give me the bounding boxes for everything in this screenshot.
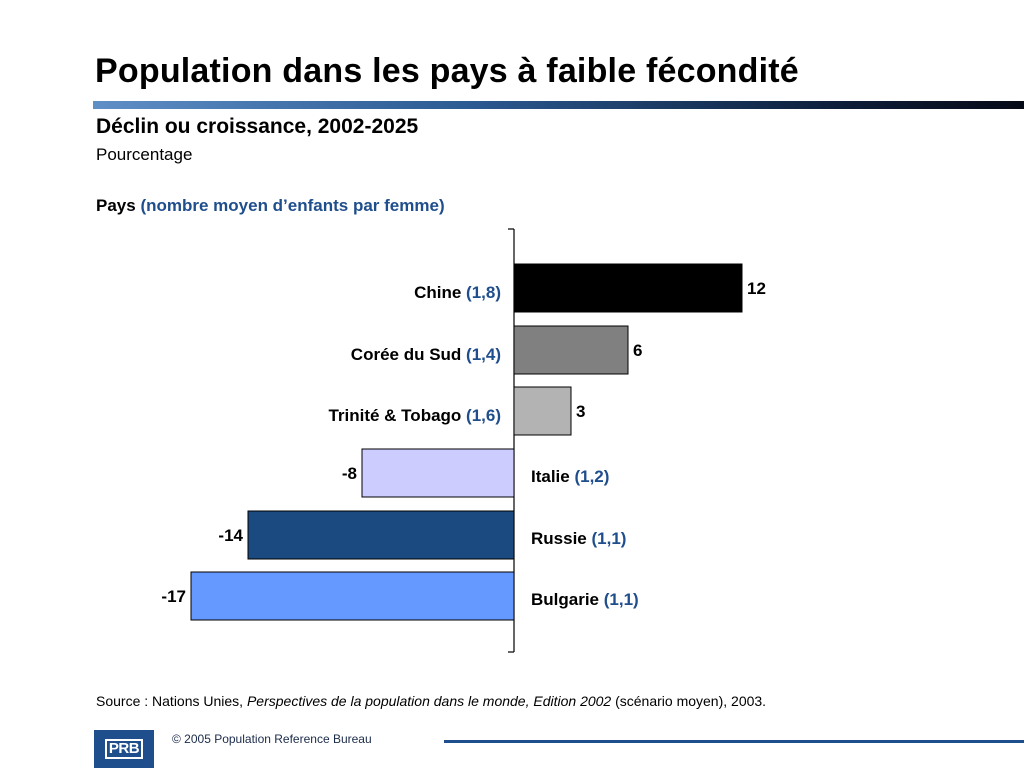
category-label-4: Russie (1,1) bbox=[531, 529, 626, 548]
copyright: © 2005 Population Reference Bureau bbox=[172, 732, 372, 746]
category-label-0: Chine (1,8) bbox=[414, 283, 501, 302]
bar-5 bbox=[190, 571, 515, 621]
chart-subtitle: Déclin ou croissance, 2002-2025 bbox=[96, 115, 419, 138]
value-label-5: -17 bbox=[161, 587, 186, 606]
value-label-1: 6 bbox=[633, 341, 642, 360]
axis-caption: Pays (nombre moyen d’enfants par femme) bbox=[96, 196, 445, 216]
chart-unit: Pourcentage bbox=[96, 145, 193, 164]
value-label-3: -8 bbox=[342, 464, 357, 483]
source-note: Source : Nations Unies, Perspectives de … bbox=[96, 693, 766, 709]
axis-caption-label: Pays bbox=[96, 196, 136, 215]
category-name-5: Bulgarie bbox=[531, 590, 604, 609]
category-label-2: Trinité & Tobago (1,6) bbox=[328, 406, 501, 425]
category-label-5: Bulgarie (1,1) bbox=[531, 590, 639, 609]
category-note-2: (1,6) bbox=[466, 406, 501, 425]
title-divider bbox=[93, 101, 1024, 109]
bar-4 bbox=[247, 510, 515, 560]
bar-3 bbox=[361, 448, 515, 498]
axis-caption-note: (nombre moyen d’enfants par femme) bbox=[140, 196, 445, 215]
category-label-1: Corée du Sud (1,4) bbox=[351, 345, 501, 364]
category-note-1: (1,4) bbox=[466, 345, 501, 364]
prb-logo: PRB bbox=[94, 730, 154, 768]
category-name-2: Trinité & Tobago bbox=[328, 406, 466, 425]
bar-chart: 12 Chine (1,8) 6 Corée du Sud (1,4) 3 Trinité… bbox=[161, 228, 766, 653]
bar-0 bbox=[513, 263, 743, 313]
category-note-0: (1,8) bbox=[466, 283, 501, 302]
category-name-1: Corée du Sud bbox=[351, 345, 466, 364]
category-name-4: Russie bbox=[531, 529, 591, 548]
source-prefix: Source : Nations Unies, bbox=[96, 693, 247, 709]
value-label-0: 12 bbox=[747, 279, 766, 298]
category-label-3: Italie (1,2) bbox=[531, 467, 609, 486]
source-title: Perspectives de la population dans le mo… bbox=[246, 693, 612, 709]
prb-logo-text: PRB bbox=[104, 739, 144, 759]
source-suffix: (scénario moyen), 2003. bbox=[611, 693, 767, 709]
value-label-2: 3 bbox=[576, 402, 585, 421]
category-note-4: (1,1) bbox=[591, 529, 626, 548]
category-name-0: Chine bbox=[414, 283, 466, 302]
category-note-3: (1,2) bbox=[574, 467, 609, 486]
bar-2 bbox=[513, 386, 572, 436]
category-name-3: Italie bbox=[531, 467, 574, 486]
bar-1 bbox=[513, 325, 629, 375]
value-label-4: -14 bbox=[218, 526, 243, 545]
footer-divider bbox=[444, 740, 1024, 743]
category-note-5: (1,1) bbox=[604, 590, 639, 609]
page-title: Population dans les pays à faible fécond… bbox=[95, 52, 799, 90]
